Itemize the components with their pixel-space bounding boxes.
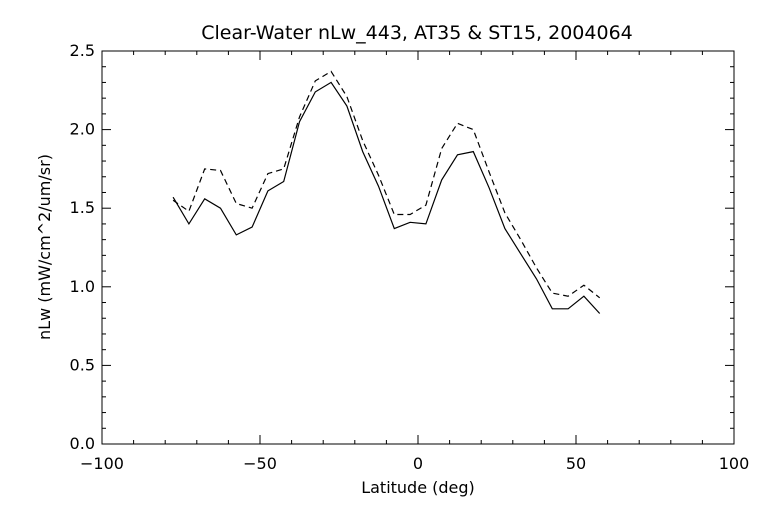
x-tick-label: 0	[413, 454, 423, 473]
x-tick-label: 100	[719, 454, 750, 473]
y-tick-label: 0.5	[70, 355, 95, 374]
plot-frame	[101, 50, 735, 445]
chart-title: Clear-Water nLw_443, AT35 & ST15, 200406…	[201, 22, 633, 44]
y-axis: 0.0 0.5 1.0 1.5 2.0 2.5	[70, 41, 734, 453]
y-tick-label: 2.0	[70, 120, 95, 139]
x-axis-label: Latitude (deg)	[361, 478, 475, 497]
y-axis-label: nLw (mW/cm^2/um/sr)	[35, 154, 54, 340]
x-tick-label: −50	[243, 454, 277, 473]
series-layer	[172, 70, 601, 314]
x-tick-label: 50	[566, 454, 586, 473]
x-tick-label: −100	[80, 454, 124, 473]
x-axis: −100 −50 0 50 100	[80, 51, 749, 473]
series-line-dashed	[172, 70, 601, 299]
y-tick-label: 1.5	[70, 198, 95, 217]
series-line-solid	[172, 81, 601, 314]
y-tick-label: 0.0	[70, 434, 95, 453]
y-tick-label: 2.5	[70, 41, 95, 60]
y-tick-label: 1.0	[70, 277, 95, 296]
